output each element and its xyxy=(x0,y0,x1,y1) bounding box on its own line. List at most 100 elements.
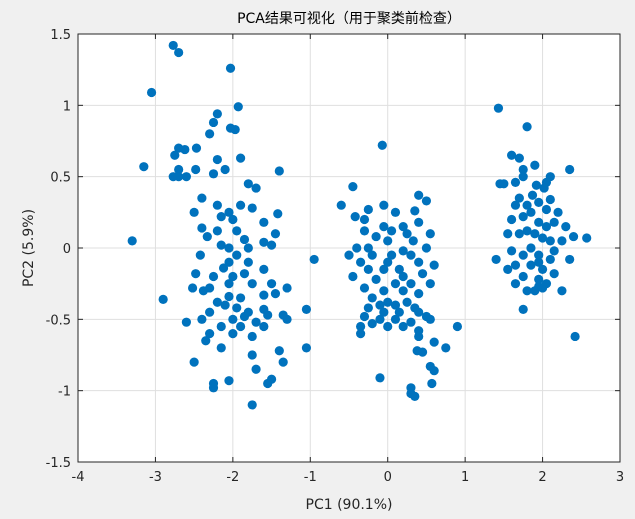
x-tick-label: 0 xyxy=(384,470,392,485)
data-point xyxy=(336,200,346,210)
data-point xyxy=(228,214,238,225)
data-point xyxy=(208,169,219,179)
data-point xyxy=(518,271,528,282)
data-point xyxy=(514,193,524,203)
x-tick-label: 1 xyxy=(461,470,469,485)
data-point xyxy=(545,236,555,246)
data-point xyxy=(549,269,559,279)
data-point xyxy=(189,207,199,217)
data-point xyxy=(394,264,404,274)
data-point xyxy=(514,153,524,163)
data-point xyxy=(527,190,538,200)
data-point xyxy=(518,172,528,182)
data-point xyxy=(139,162,149,172)
x-tick-label: -3 xyxy=(149,470,162,485)
data-point xyxy=(541,222,552,232)
data-point xyxy=(232,303,242,313)
x-tick-label: -4 xyxy=(72,470,85,485)
data-point xyxy=(386,226,397,236)
data-point xyxy=(568,231,579,242)
data-point xyxy=(491,254,501,265)
data-point xyxy=(205,329,215,339)
data-point xyxy=(367,319,377,329)
data-point xyxy=(191,143,202,153)
data-point xyxy=(522,226,532,236)
data-point xyxy=(216,343,226,353)
data-point xyxy=(205,129,215,139)
data-point xyxy=(356,329,366,339)
data-point xyxy=(236,293,246,303)
data-point xyxy=(236,200,246,210)
data-point xyxy=(274,346,284,356)
data-point xyxy=(565,254,575,265)
data-point xyxy=(359,226,370,236)
y-tick-label: -0.5 xyxy=(46,313,71,328)
data-point xyxy=(191,269,201,279)
data-point xyxy=(441,343,451,353)
data-point xyxy=(383,297,393,307)
data-point xyxy=(174,164,184,175)
data-point xyxy=(414,190,424,200)
data-point xyxy=(367,250,377,260)
data-point xyxy=(195,250,205,260)
data-point xyxy=(212,200,222,210)
data-point xyxy=(522,200,532,210)
data-point xyxy=(263,378,273,389)
data-point xyxy=(526,207,536,217)
data-points xyxy=(127,40,592,410)
data-point xyxy=(390,279,401,289)
data-point xyxy=(212,297,222,307)
data-point xyxy=(247,279,257,289)
data-point xyxy=(230,124,240,135)
data-point xyxy=(534,257,544,267)
data-point xyxy=(510,279,521,289)
data-point xyxy=(247,400,257,410)
data-point xyxy=(208,271,219,282)
data-point xyxy=(421,243,432,253)
data-point xyxy=(266,240,277,250)
data-point xyxy=(417,347,428,357)
data-point xyxy=(398,286,408,296)
data-point xyxy=(251,364,261,374)
y-tick-label: 1.5 xyxy=(50,28,71,43)
data-point xyxy=(541,204,552,215)
data-point xyxy=(557,236,567,246)
data-point xyxy=(377,140,387,150)
data-point xyxy=(414,217,424,227)
data-point xyxy=(236,153,246,163)
data-point xyxy=(410,206,420,216)
data-point xyxy=(301,343,312,353)
data-point xyxy=(379,307,389,317)
data-point xyxy=(406,250,416,260)
data-point xyxy=(344,250,354,260)
data-point xyxy=(191,164,201,175)
data-point xyxy=(582,233,592,243)
data-point xyxy=(414,331,424,342)
data-point xyxy=(429,260,439,270)
data-point xyxy=(168,40,178,51)
data-point xyxy=(379,200,389,210)
data-point xyxy=(530,160,540,170)
data-point xyxy=(212,154,222,165)
data-point xyxy=(158,294,168,304)
data-point xyxy=(180,144,190,155)
data-point xyxy=(228,271,238,282)
data-point xyxy=(379,286,389,296)
data-point xyxy=(356,321,366,332)
data-point xyxy=(243,243,253,253)
data-point xyxy=(348,182,358,192)
data-point xyxy=(545,254,555,265)
y-tick-label: 0 xyxy=(63,242,71,257)
data-point xyxy=(239,234,250,245)
data-point xyxy=(301,304,312,314)
data-point xyxy=(198,286,209,296)
data-point xyxy=(259,217,269,227)
data-point xyxy=(518,304,528,314)
data-point xyxy=(216,321,226,332)
data-point xyxy=(259,290,269,300)
data-point xyxy=(386,250,397,260)
y-tick-label: -1 xyxy=(58,385,71,400)
data-point xyxy=(225,63,236,73)
data-point xyxy=(417,269,428,279)
